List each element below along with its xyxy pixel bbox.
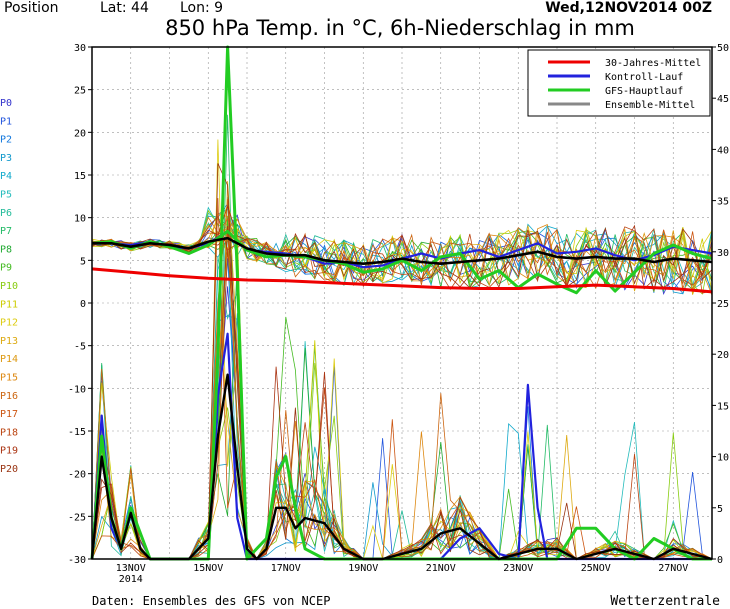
climate-mean-line [91,267,713,294]
member-label: P3 [0,153,12,164]
member-label: P17 [0,409,18,420]
member-label: P4 [0,171,12,182]
right-tick-label: 25 [717,299,729,310]
left-tick-label: 5 [80,256,86,267]
lon-label: Lon: 9 [180,0,223,16]
legend-label: 30-Jahres-Mittel [605,58,701,69]
member-temp-line [91,215,713,291]
member-label: P16 [0,391,18,402]
right-tick-label: 35 [717,197,729,208]
left-tick-label: -10 [68,384,86,395]
right-tick-label: 20 [717,350,729,361]
member-label: P14 [0,354,18,365]
member-label: P6 [0,208,12,219]
legend-label: GFS-Hauptlauf [605,86,683,97]
member-label: P20 [0,464,18,475]
member-label: P8 [0,244,12,255]
member-precip-line [91,163,713,560]
left-tick-label: -25 [68,512,86,523]
member-label: P11 [0,299,18,310]
member-label: P7 [0,226,12,237]
legend: 30-Jahres-Mittel Kontroll-Lauf GFS-Hauptla… [527,49,711,117]
legend-label: Kontroll-Lauf [605,72,683,83]
mean-temp-line [92,236,713,266]
left-tick-label: 0 [80,299,86,310]
right-tick-label: 0 [717,555,723,566]
data-source: Daten: Ensembles des GFS von NCEP [92,594,330,608]
left-tick-label: 25 [74,86,86,97]
member-label: P13 [0,336,18,347]
grid [91,46,713,560]
right-tick-label: 15 [717,401,729,412]
left-tick-label: 30 [74,43,86,54]
member-label: P19 [0,446,18,457]
x-tick-label: 25NOV [581,563,611,574]
run-date: Wed,12NOV2014 00Z [545,0,712,16]
member-precip-line [91,199,713,560]
chart-title: 850 hPa Temp. in °C, 6h-Niederschlag in … [165,16,635,40]
member-label: P18 [0,427,18,438]
right-tick-label: 5 [717,504,723,515]
x-tick-sublabel: 2014 [119,574,143,585]
x-tick-label: 21NOV [426,563,456,574]
right-tick-label: 10 [717,453,729,464]
member-label: P12 [0,318,18,329]
axes: 302520151050-5-10-15-20-25-3050454035302… [68,43,729,585]
left-tick-label: -15 [68,427,86,438]
member-label: P0 [0,98,12,109]
x-tick-label: 17NOV [271,563,301,574]
member-precip-line [91,225,713,560]
member-label: P2 [0,135,12,146]
right-tick-label: 40 [717,145,729,156]
left-tick-label: -20 [68,470,86,481]
right-tick-label: 50 [717,43,729,54]
left-tick-label: 10 [74,214,86,225]
left-tick-label: 15 [74,171,86,182]
x-tick-label: 23NOV [503,563,533,574]
member-label: P5 [0,190,12,201]
left-tick-label: -5 [74,342,86,353]
legend-label: Ensemble-Mittel [605,100,695,111]
x-tick-label: 19NOV [348,563,378,574]
member-label: P9 [0,263,12,274]
x-tick-label: 27NOV [658,563,688,574]
lat-label: Lat: 44 [100,0,149,16]
right-tick-label: 30 [717,248,729,259]
brand-label: Wetterzentrale [610,594,720,609]
member-labels: P0 P1 P2 P3 P4 P5 P6 P7 P8 P9 P10 P11 P12 P13 P14 P15 P1… [0,98,18,475]
left-tick-label: 20 [74,128,86,139]
member-label: P15 [0,373,18,384]
right-tick-label: 45 [717,94,729,105]
member-label: P1 [0,116,12,127]
x-tick-label: 15NOV [193,563,223,574]
left-tick-label: -30 [68,555,86,566]
member-label: P10 [0,281,18,292]
position-label: Position [4,0,59,16]
x-tick-label: 13NOV [116,563,146,574]
